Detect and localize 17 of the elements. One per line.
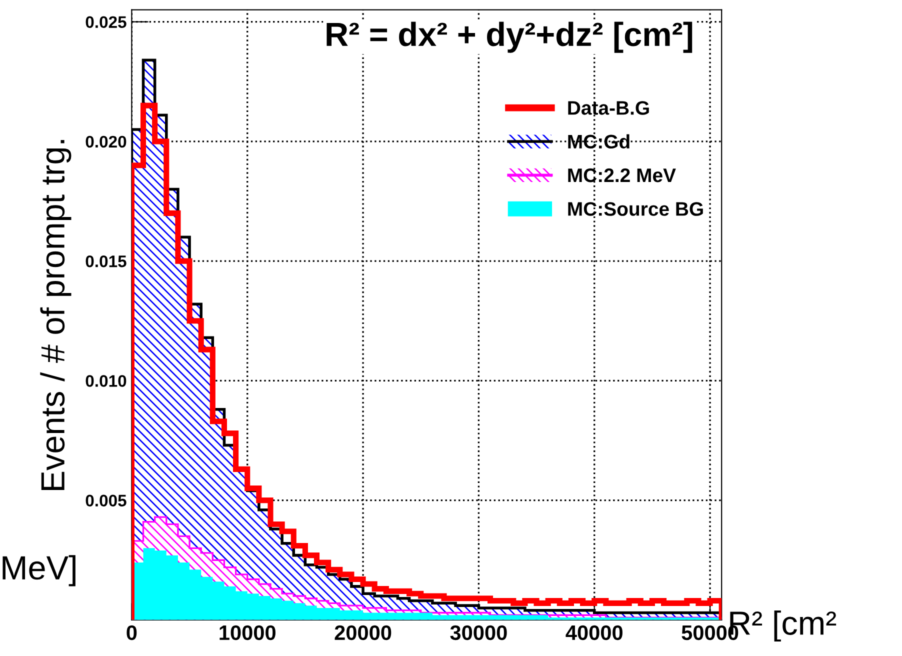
x-tick-label: 30000 — [450, 625, 507, 640]
text: MeV] — [2, 555, 76, 586]
y-tick-label: 0.005 — [86, 494, 126, 506]
x-tick-label: 0 — [126, 625, 137, 640]
y-tick-label: 0.015 — [86, 255, 126, 268]
x-tick-label: 40000 — [566, 625, 622, 640]
legend-label: MC:Source BG — [568, 202, 703, 216]
chart-title: R² = dx² + dy²+dz² [cm²] — [326, 22, 692, 53]
y-tick-label: 0.025 — [86, 16, 126, 28]
x-tick-label: 10000 — [220, 625, 276, 640]
legend-label: MC:2.2 MeV — [568, 168, 676, 182]
y-tick-label: 0.010 — [86, 375, 126, 387]
y-tick-label: 0.020 — [86, 136, 126, 148]
legend-label: MC:Gd — [568, 134, 630, 149]
x-tick-label: 20000 — [334, 625, 392, 640]
legend-label: Data-B.G — [568, 101, 649, 115]
y-axis-title: Events / # of prompt trg. — [40, 140, 72, 490]
